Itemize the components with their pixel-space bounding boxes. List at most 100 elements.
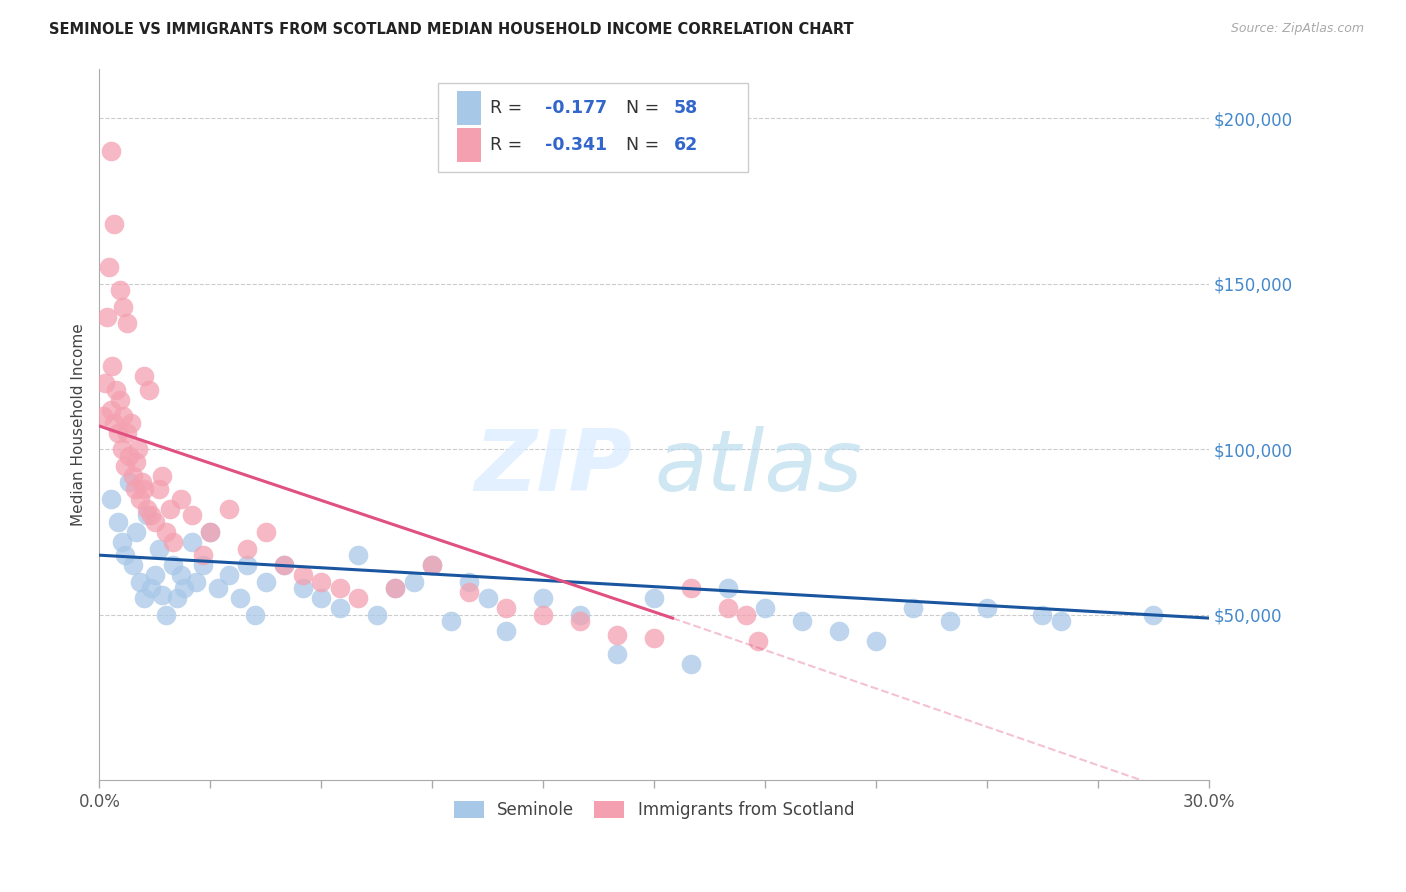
Point bbox=[108, 392, 131, 407]
Point bbox=[191, 558, 214, 573]
Point bbox=[170, 568, 193, 582]
Point bbox=[125, 455, 148, 469]
Point bbox=[173, 582, 195, 596]
Point bbox=[309, 591, 332, 606]
Point bbox=[420, 558, 443, 573]
Point bbox=[121, 468, 143, 483]
Point bbox=[1031, 607, 1053, 622]
Text: ZIP: ZIP bbox=[474, 425, 631, 508]
Point bbox=[754, 601, 776, 615]
Point bbox=[384, 582, 406, 596]
Point bbox=[495, 624, 517, 639]
Point bbox=[150, 588, 173, 602]
Point bbox=[790, 615, 813, 629]
Point bbox=[254, 574, 277, 589]
Point bbox=[531, 591, 554, 606]
Point bbox=[155, 607, 177, 622]
Point bbox=[236, 558, 259, 573]
Point bbox=[679, 657, 702, 672]
Point bbox=[162, 535, 184, 549]
Point bbox=[569, 607, 592, 622]
Point bbox=[458, 584, 481, 599]
Point bbox=[100, 491, 122, 506]
Point bbox=[129, 574, 152, 589]
FancyBboxPatch shape bbox=[437, 83, 748, 172]
Text: 58: 58 bbox=[673, 99, 699, 117]
Point bbox=[131, 475, 153, 490]
Point bbox=[200, 524, 222, 539]
Point bbox=[115, 425, 138, 440]
Point bbox=[105, 383, 128, 397]
Point bbox=[236, 541, 259, 556]
Text: -0.341: -0.341 bbox=[546, 136, 607, 153]
Point bbox=[200, 524, 222, 539]
Point bbox=[132, 591, 155, 606]
Point bbox=[96, 310, 118, 324]
Point bbox=[273, 558, 295, 573]
Point bbox=[735, 607, 758, 622]
Text: Source: ZipAtlas.com: Source: ZipAtlas.com bbox=[1230, 22, 1364, 36]
Legend: Seminole, Immigrants from Scotland: Seminole, Immigrants from Scotland bbox=[447, 794, 860, 825]
Point bbox=[112, 300, 135, 314]
Text: atlas: atlas bbox=[654, 425, 862, 508]
Point bbox=[606, 627, 628, 641]
Point bbox=[120, 416, 142, 430]
Point bbox=[125, 524, 148, 539]
Point bbox=[141, 508, 163, 523]
Text: R =: R = bbox=[489, 136, 527, 153]
Point bbox=[121, 558, 143, 573]
Point bbox=[347, 548, 370, 562]
FancyBboxPatch shape bbox=[457, 91, 481, 125]
Point bbox=[148, 541, 170, 556]
Point bbox=[132, 482, 155, 496]
Point bbox=[440, 615, 463, 629]
Point bbox=[114, 458, 136, 473]
Point bbox=[114, 548, 136, 562]
Point bbox=[191, 548, 214, 562]
Point bbox=[129, 491, 152, 506]
Point bbox=[643, 631, 665, 645]
Point bbox=[384, 582, 406, 596]
Point bbox=[94, 376, 117, 390]
Point bbox=[100, 145, 122, 159]
Text: R =: R = bbox=[489, 99, 527, 117]
Point bbox=[107, 515, 129, 529]
Point bbox=[101, 359, 124, 374]
Point bbox=[531, 607, 554, 622]
Point bbox=[155, 524, 177, 539]
Point bbox=[100, 402, 122, 417]
Point bbox=[309, 574, 332, 589]
Point bbox=[569, 615, 592, 629]
Point bbox=[150, 468, 173, 483]
Point bbox=[143, 515, 166, 529]
Point bbox=[229, 591, 252, 606]
Point bbox=[1049, 615, 1071, 629]
Point bbox=[458, 574, 481, 589]
Point bbox=[218, 501, 240, 516]
Point bbox=[107, 425, 129, 440]
Point bbox=[329, 601, 352, 615]
Point bbox=[679, 582, 702, 596]
Point bbox=[141, 582, 163, 596]
Point bbox=[110, 442, 132, 457]
Point bbox=[180, 508, 202, 523]
Point bbox=[159, 501, 181, 516]
Point bbox=[717, 582, 740, 596]
Text: SEMINOLE VS IMMIGRANTS FROM SCOTLAND MEDIAN HOUSEHOLD INCOME CORRELATION CHART: SEMINOLE VS IMMIGRANTS FROM SCOTLAND MED… bbox=[49, 22, 853, 37]
Point bbox=[166, 591, 188, 606]
Point bbox=[347, 591, 370, 606]
Point bbox=[103, 416, 125, 430]
Point bbox=[643, 591, 665, 606]
Point bbox=[420, 558, 443, 573]
Point bbox=[143, 568, 166, 582]
Point bbox=[254, 524, 277, 539]
Text: N =: N = bbox=[626, 99, 665, 117]
Point bbox=[747, 634, 769, 648]
Point bbox=[180, 535, 202, 549]
Point bbox=[124, 482, 146, 496]
Point bbox=[402, 574, 425, 589]
Point bbox=[329, 582, 352, 596]
Point bbox=[243, 607, 266, 622]
Point bbox=[184, 574, 207, 589]
Point bbox=[495, 601, 517, 615]
